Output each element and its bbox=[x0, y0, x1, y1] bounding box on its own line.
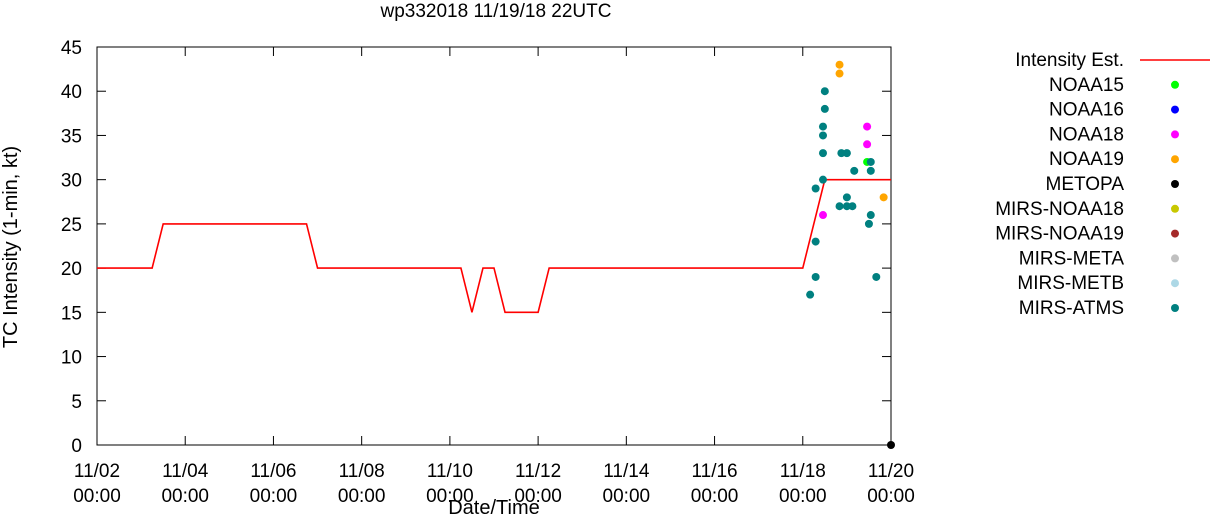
x-tick-label-time: 00:00 bbox=[867, 486, 915, 507]
point-mirs-atms bbox=[811, 184, 820, 193]
legend: Intensity Est. NOAA15 NOAA16 NOAA18 NOAA19 ME… bbox=[995, 50, 1210, 319]
y-axis-label: TC Intensity (1-min, kt) bbox=[0, 146, 22, 348]
x-tick-label-date: 11/06 bbox=[250, 461, 296, 482]
point-mirs-atms bbox=[820, 87, 829, 96]
series-line-intensity-est bbox=[97, 178, 891, 314]
y-tick-label: 10 bbox=[61, 348, 82, 369]
legend-label-noaa15: NOAA15 bbox=[1049, 75, 1124, 96]
point-mirs-atms bbox=[835, 202, 844, 211]
x-tick-label-time: 00:00 bbox=[603, 486, 651, 507]
legend-swatch-mirs-atms bbox=[1171, 304, 1179, 312]
x-tick-label-date: 11/10 bbox=[427, 461, 473, 482]
series-layer bbox=[97, 60, 895, 449]
x-tick-label-time: 00:00 bbox=[250, 486, 298, 507]
x-tick-label-date: 11/12 bbox=[515, 461, 561, 482]
y-tick-label: 5 bbox=[71, 392, 82, 413]
x-tick-label-time: 00:00 bbox=[426, 486, 474, 507]
legend-swatch-metopa bbox=[1171, 180, 1179, 188]
x-tick-label-time: 00:00 bbox=[161, 486, 209, 507]
legend-label-metopa: METOPA bbox=[1046, 174, 1125, 195]
legend-label-noaa19: NOAA19 bbox=[1049, 149, 1124, 170]
point-metopa bbox=[887, 441, 895, 449]
x-axis-label: Date/Time bbox=[448, 497, 540, 517]
legend-swatch-noaa18 bbox=[1171, 130, 1179, 139]
x-axis: 11/02 00:00 11/04 00:00 11/06 00:00 11/08 00:00… bbox=[73, 47, 915, 507]
point-mirs-atms bbox=[837, 149, 846, 158]
x-tick-label-date: 11/02 bbox=[74, 461, 120, 482]
legend-swatch-mirs-noaa19 bbox=[1171, 229, 1179, 238]
point-mirs-atms bbox=[806, 290, 815, 299]
point-noaa19 bbox=[879, 193, 888, 202]
plot-border bbox=[96, 46, 892, 446]
legend-swatch-noaa15 bbox=[1171, 80, 1179, 89]
x-tick-label-date: 11/16 bbox=[691, 461, 737, 482]
legend-swatch-noaa16 bbox=[1171, 105, 1179, 114]
y-tick-label: 30 bbox=[61, 171, 82, 192]
y-tick-label: 45 bbox=[61, 38, 82, 59]
legend-label-noaa16: NOAA16 bbox=[1049, 100, 1124, 121]
x-tick-label-date: 11/18 bbox=[780, 461, 826, 482]
legend-swatch-mirs-metb bbox=[1171, 279, 1179, 288]
x-tick-label-date: 11/04 bbox=[162, 461, 209, 482]
y-tick-label: 0 bbox=[71, 436, 82, 457]
legend-label-mirs-meta: MIRS-META bbox=[1019, 248, 1125, 269]
legend-swatch-mirs-meta bbox=[1171, 254, 1179, 263]
x-tick-label-time: 00:00 bbox=[73, 486, 121, 507]
y-tick-label: 40 bbox=[61, 82, 82, 103]
legend-label-intensity-est: Intensity Est. bbox=[1015, 50, 1124, 71]
x-tick-label-time: 00:00 bbox=[338, 486, 386, 507]
point-mirs-atms bbox=[842, 149, 851, 158]
point-mirs-atms bbox=[848, 202, 857, 211]
point-mirs-atms bbox=[866, 211, 875, 220]
point-noaa18 bbox=[863, 122, 872, 131]
plot-frame bbox=[96, 46, 892, 446]
x-tick-label-date: 11/08 bbox=[339, 461, 385, 482]
point-mirs-atms bbox=[818, 131, 827, 140]
point-mirs-atms bbox=[850, 166, 859, 175]
point-noaa18 bbox=[818, 211, 827, 220]
point-mirs-atms bbox=[818, 149, 827, 158]
point-mirs-atms bbox=[864, 219, 873, 228]
point-mirs-atms bbox=[872, 272, 881, 281]
point-noaa19 bbox=[835, 60, 844, 69]
x-tick-label-time: 00:00 bbox=[691, 486, 739, 507]
point-mirs-atms bbox=[811, 237, 820, 246]
legend-label-mirs-noaa18: MIRS-NOAA18 bbox=[995, 199, 1124, 220]
x-tick-label-date: 11/14 bbox=[603, 461, 650, 482]
legend-label-mirs-noaa19: MIRS-NOAA19 bbox=[995, 224, 1124, 245]
legend-swatch-mirs-noaa18 bbox=[1171, 204, 1179, 213]
y-tick-label: 15 bbox=[61, 303, 82, 324]
chart-title: wp332018 11/19/18 22UTC bbox=[380, 1, 612, 22]
point-noaa18 bbox=[863, 140, 872, 149]
x-tick-label-time: 00:00 bbox=[514, 486, 562, 507]
legend-swatch-noaa19 bbox=[1171, 155, 1179, 164]
legend-label-mirs-metb: MIRS-METB bbox=[1017, 273, 1124, 294]
point-mirs-atms bbox=[866, 157, 875, 166]
point-mirs-atms bbox=[818, 122, 827, 131]
point-mirs-atms bbox=[842, 193, 851, 202]
y-tick-label: 35 bbox=[61, 126, 82, 147]
y-tick-label: 20 bbox=[61, 259, 82, 280]
point-mirs-atms bbox=[842, 202, 851, 211]
legend-label-mirs-atms: MIRS-ATMS bbox=[1019, 298, 1124, 319]
point-mirs-atms bbox=[811, 272, 820, 281]
y-tick-label: 25 bbox=[61, 215, 82, 236]
point-mirs-atms bbox=[866, 166, 875, 175]
x-tick-label-time: 00:00 bbox=[779, 486, 827, 507]
y-axis: 0 5 10 15 20 25 30 35 40 45 bbox=[61, 38, 891, 457]
x-tick-label-date: 11/20 bbox=[868, 461, 914, 482]
point-noaa19 bbox=[835, 69, 844, 78]
point-mirs-atms bbox=[820, 104, 829, 113]
point-mirs-atms bbox=[818, 175, 827, 184]
legend-label-noaa18: NOAA18 bbox=[1049, 124, 1124, 145]
